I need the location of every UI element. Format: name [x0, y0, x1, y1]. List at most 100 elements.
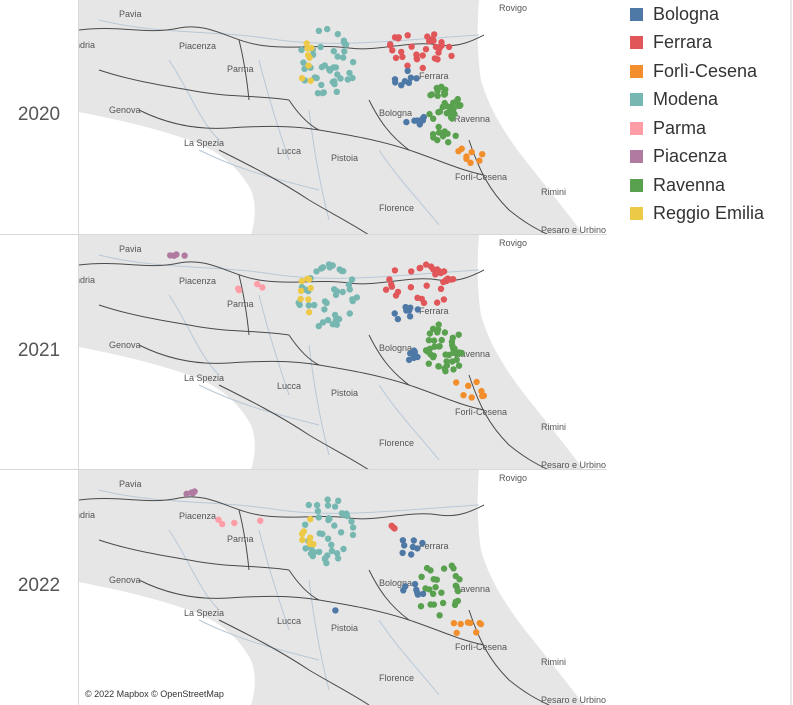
data-point[interactable]	[400, 587, 407, 594]
data-point[interactable]	[407, 284, 415, 291]
data-point[interactable]	[346, 69, 353, 77]
data-point[interactable]	[434, 56, 441, 63]
data-point[interactable]	[334, 555, 342, 562]
data-point[interactable]	[219, 520, 226, 528]
data-point[interactable]	[343, 512, 351, 520]
data-point[interactable]	[408, 43, 415, 50]
data-point[interactable]	[425, 360, 432, 367]
data-point[interactable]	[417, 603, 425, 610]
data-point[interactable]	[298, 46, 305, 54]
data-point[interactable]	[331, 80, 338, 88]
data-point[interactable]	[349, 74, 356, 82]
data-point[interactable]	[386, 276, 393, 283]
data-point[interactable]	[413, 56, 421, 63]
data-point[interactable]	[298, 530, 306, 537]
data-point[interactable]	[303, 40, 310, 47]
data-point[interactable]	[297, 287, 305, 294]
data-point[interactable]	[300, 59, 307, 66]
data-point[interactable]	[326, 67, 334, 74]
data-point[interactable]	[465, 382, 472, 389]
data-point[interactable]	[419, 52, 426, 59]
legend-item-modena[interactable]: Modena	[630, 86, 764, 115]
data-point[interactable]	[305, 501, 312, 509]
data-point[interactable]	[445, 139, 452, 146]
data-point[interactable]	[333, 88, 340, 96]
data-point[interactable]	[314, 507, 322, 515]
data-point[interactable]	[337, 75, 344, 82]
data-point[interactable]	[463, 155, 470, 162]
data-point[interactable]	[189, 490, 196, 497]
data-point[interactable]	[314, 90, 322, 97]
legend-item-forli-cesena[interactable]: Forlì-Cesena	[630, 57, 764, 86]
data-point[interactable]	[414, 353, 421, 361]
data-point[interactable]	[422, 585, 429, 592]
legend-item-ravenna[interactable]: Ravenna	[630, 171, 764, 200]
data-point[interactable]	[418, 573, 425, 580]
data-point[interactable]	[302, 545, 309, 552]
data-point[interactable]	[430, 337, 438, 344]
data-point[interactable]	[411, 580, 419, 588]
data-point[interactable]	[434, 299, 441, 306]
data-point[interactable]	[305, 309, 313, 316]
data-point[interactable]	[453, 379, 460, 386]
data-point[interactable]	[455, 362, 463, 369]
data-point[interactable]	[315, 322, 322, 330]
legend-item-piacenza[interactable]: Piacenza	[630, 143, 764, 172]
data-point[interactable]	[332, 607, 339, 614]
data-point[interactable]	[420, 299, 428, 307]
data-point[interactable]	[254, 280, 261, 288]
data-point[interactable]	[329, 321, 336, 328]
data-point[interactable]	[323, 559, 330, 567]
data-point[interactable]	[399, 549, 406, 557]
data-point[interactable]	[458, 145, 465, 152]
data-point[interactable]	[448, 338, 456, 346]
data-point[interactable]	[398, 48, 405, 56]
data-point[interactable]	[419, 64, 426, 72]
data-point[interactable]	[334, 30, 341, 38]
data-point[interactable]	[391, 34, 399, 41]
data-point[interactable]	[430, 576, 437, 583]
data-point[interactable]	[305, 62, 312, 69]
data-point[interactable]	[349, 58, 357, 66]
data-point[interactable]	[440, 565, 448, 572]
data-point[interactable]	[450, 366, 457, 373]
data-point[interactable]	[298, 277, 305, 285]
data-point[interactable]	[426, 110, 433, 118]
data-point[interactable]	[324, 496, 331, 503]
data-point[interactable]	[429, 325, 437, 332]
data-point[interactable]	[382, 286, 390, 293]
data-point[interactable]	[444, 130, 451, 137]
data-point[interactable]	[324, 25, 331, 33]
data-point[interactable]	[473, 378, 480, 386]
data-point[interactable]	[388, 283, 396, 290]
data-point[interactable]	[324, 316, 332, 324]
data-point[interactable]	[339, 288, 346, 296]
data-point[interactable]	[348, 518, 355, 525]
data-point[interactable]	[440, 296, 448, 303]
data-point[interactable]	[452, 572, 459, 580]
data-point[interactable]	[454, 95, 461, 103]
data-point[interactable]	[319, 319, 327, 326]
data-point[interactable]	[349, 524, 357, 531]
data-point[interactable]	[328, 547, 336, 555]
data-point[interactable]	[307, 534, 314, 541]
data-point[interactable]	[302, 521, 309, 528]
data-point[interactable]	[435, 123, 442, 131]
data-point[interactable]	[455, 331, 462, 338]
data-point[interactable]	[423, 564, 431, 572]
data-point[interactable]	[443, 110, 450, 117]
region-map[interactable]: Pavia Rovigo Piacenza Parma Ferrara Genova Bol…	[79, 0, 607, 234]
data-point[interactable]	[215, 516, 222, 523]
data-point[interactable]	[324, 502, 332, 509]
data-point[interactable]	[414, 294, 421, 301]
data-point[interactable]	[340, 37, 348, 44]
data-point[interactable]	[341, 48, 348, 55]
data-point[interactable]	[307, 284, 314, 292]
data-point[interactable]	[448, 103, 455, 110]
data-point[interactable]	[445, 43, 453, 51]
data-point[interactable]	[235, 285, 242, 292]
data-point[interactable]	[321, 306, 328, 313]
data-point[interactable]	[331, 503, 339, 510]
region-map[interactable]: Pavia Rovigo Piacenza Parma Ferrara Genova Bol…	[79, 470, 607, 705]
data-point[interactable]	[452, 598, 459, 606]
